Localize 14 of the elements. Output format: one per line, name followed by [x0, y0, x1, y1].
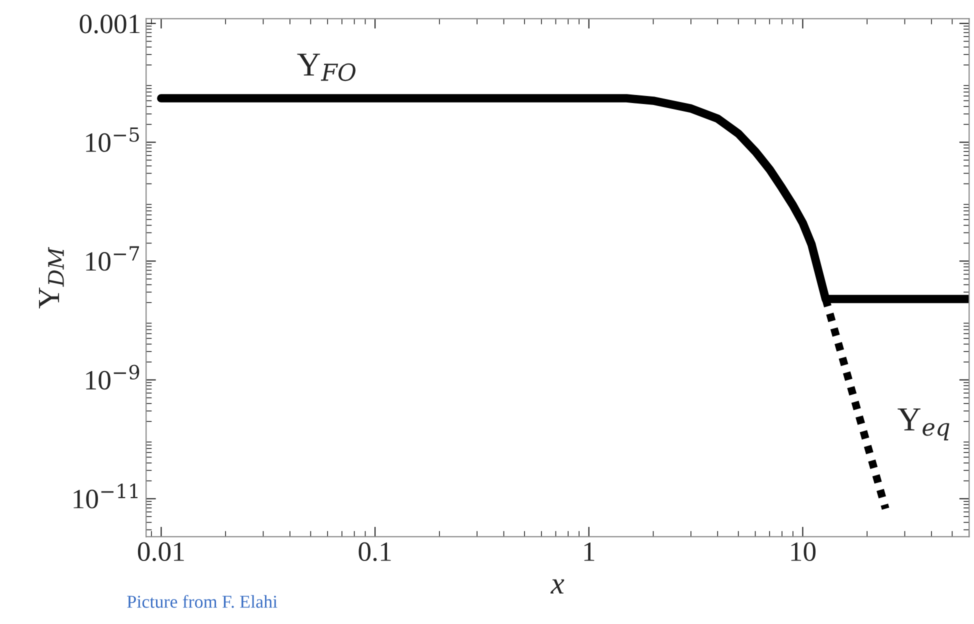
x-tick-label: 10 [791, 542, 816, 562]
series-label: Y$_{FO}$ [297, 54, 356, 82]
y-tick-label: 0.001 [80, 14, 140, 34]
x-tick-label: 0.1 [358, 542, 391, 562]
y-tick-label: 10$^{−11}$ [74, 484, 138, 508]
x-tick-label: 0.01 [138, 542, 184, 562]
x-axis-title: x [550, 579, 564, 594]
y-tick-label: 10$^{−9}$ [86, 364, 140, 390]
series-label: Y$_{eq}$ [898, 408, 950, 440]
x-tick-label: 1 [584, 542, 594, 561]
text: Picture from F. Elahi [127, 594, 278, 608]
y-axis-title: Y$_{DM}$ [39, 247, 64, 309]
y-tick-label: 10$^{−5}$ [86, 127, 139, 152]
y-tick-label: 10$^{−7}$ [86, 246, 140, 271]
